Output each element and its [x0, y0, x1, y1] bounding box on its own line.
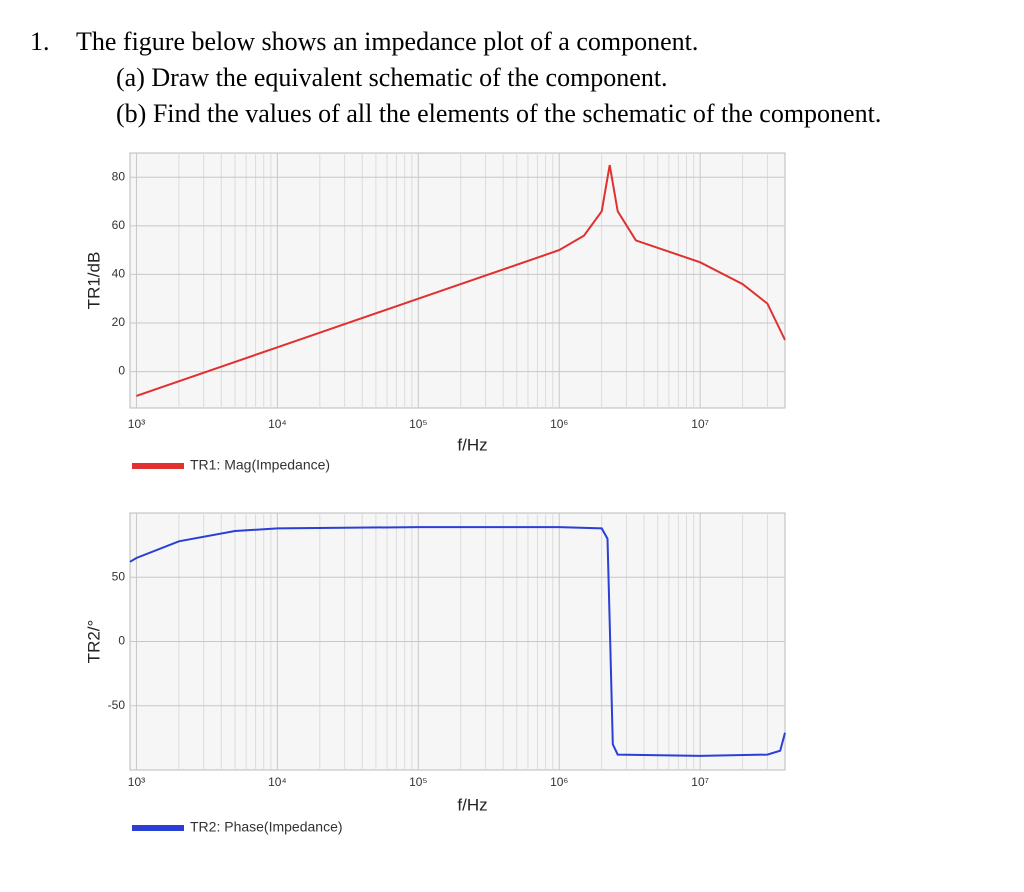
x-tick-label: 10³: [128, 417, 145, 431]
x-tick-label: 10⁴: [268, 775, 287, 789]
x-tick-label: 10⁷: [691, 775, 709, 789]
data-line: [136, 164, 786, 397]
x-tick-label: 10⁴: [268, 417, 287, 431]
y-axis-label: TR2/°: [84, 620, 103, 664]
x-tick-label: 10⁶: [550, 775, 568, 789]
y-tick-label: 20: [112, 315, 126, 329]
y-tick-label: 80: [112, 169, 126, 183]
y-tick-label: -50: [108, 698, 126, 712]
x-tick-label: 10⁶: [550, 417, 568, 431]
question-text: The figure below shows an impedance plot…: [76, 27, 698, 56]
question-part: (a) Draw the equivalent schematic of the…: [116, 63, 668, 92]
x-tick-label: 10⁷: [691, 417, 709, 431]
x-axis-label: f/Hz: [457, 435, 487, 454]
question-number: 1.: [30, 27, 50, 56]
y-tick-label: 0: [118, 364, 125, 378]
question-part: (b) Find the values of all the elements …: [116, 99, 881, 128]
y-tick-label: 50: [112, 569, 126, 583]
y-tick-label: 60: [112, 218, 126, 232]
data-line: [129, 526, 786, 757]
legend-label: TR2: Phase(Impedance): [190, 819, 343, 835]
legend-swatch: [132, 825, 184, 831]
x-tick-label: 10⁵: [409, 775, 427, 789]
y-tick-label: 40: [112, 267, 126, 281]
x-axis-label: f/Hz: [457, 795, 487, 814]
x-tick-label: 10³: [128, 775, 145, 789]
legend-swatch: [132, 463, 184, 469]
y-axis-label: TR1/dB: [84, 252, 103, 310]
x-tick-label: 10⁵: [409, 417, 427, 431]
legend-label: TR1: Mag(Impedance): [190, 457, 330, 473]
y-tick-label: 0: [118, 634, 125, 648]
plot-area: [129, 152, 786, 409]
